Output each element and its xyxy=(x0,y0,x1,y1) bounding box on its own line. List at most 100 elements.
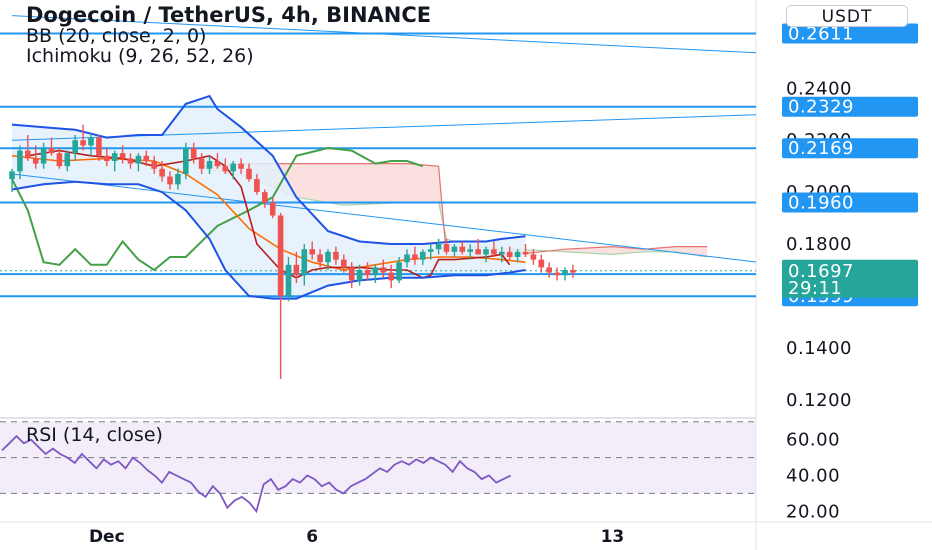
main-plot-area[interactable] xyxy=(0,15,932,380)
ichimoku-chikou-line xyxy=(11,146,424,272)
candle-body[interactable] xyxy=(546,267,552,273)
candle-body[interactable] xyxy=(364,270,371,276)
candle-body[interactable] xyxy=(214,160,221,167)
time-axis[interactable]: Dec 6 13 xyxy=(89,527,624,547)
price-level-badge-label: 0.2611 xyxy=(788,23,854,44)
bar-countdown-label: 29:11 xyxy=(788,278,842,299)
rsi-line xyxy=(1,434,512,514)
candle-body[interactable] xyxy=(420,251,426,260)
candle-body[interactable] xyxy=(17,150,23,172)
candle-body[interactable] xyxy=(254,179,260,193)
candle-body[interactable] xyxy=(348,267,355,281)
rsi-tick-label: 40.00 xyxy=(786,465,840,486)
candle-body[interactable] xyxy=(190,147,197,159)
candle-body[interactable] xyxy=(64,153,71,167)
candle-body[interactable] xyxy=(506,251,513,258)
trendline[interactable] xyxy=(11,106,932,141)
main-price-pane[interactable] xyxy=(0,15,932,380)
candle-body[interactable] xyxy=(554,272,560,276)
candle-body[interactable] xyxy=(380,267,387,273)
candle-body[interactable] xyxy=(104,155,110,161)
last-price-label: 0.1697 xyxy=(788,261,854,282)
candle-body[interactable] xyxy=(341,259,347,268)
candle-body[interactable] xyxy=(262,192,268,203)
candle-body[interactable] xyxy=(72,140,78,154)
trendline[interactable] xyxy=(11,173,932,291)
candle-body[interactable] xyxy=(435,244,442,250)
rsi-plot-area[interactable] xyxy=(0,421,756,514)
candle-body[interactable] xyxy=(80,140,86,146)
rsi-tick-label: 20.00 xyxy=(786,501,840,522)
candle-body[interactable] xyxy=(56,153,63,167)
candle-body[interactable] xyxy=(396,262,402,281)
candle-body[interactable] xyxy=(309,249,315,255)
candle-body[interactable] xyxy=(25,150,31,159)
candle-body[interactable] xyxy=(293,264,300,276)
candle-body[interactable] xyxy=(32,158,39,164)
bb-upper-band xyxy=(11,94,526,245)
candle-body[interactable] xyxy=(538,259,545,268)
candle-body[interactable] xyxy=(206,160,213,169)
candle-body[interactable] xyxy=(40,147,47,164)
price-level-badge xyxy=(782,96,918,117)
candle-body[interactable] xyxy=(372,267,379,276)
candle-body[interactable] xyxy=(412,254,418,260)
candle-body[interactable] xyxy=(198,158,205,169)
candle-body[interactable] xyxy=(301,249,308,276)
candle-body[interactable] xyxy=(333,251,339,260)
candle-body[interactable] xyxy=(96,137,102,156)
price-axis-badges: 0.26110.23290.21690.19600.16840.15990.16… xyxy=(782,23,918,307)
candle-body[interactable] xyxy=(356,270,363,281)
candle-body[interactable] xyxy=(388,272,394,281)
candle-body[interactable] xyxy=(285,264,292,296)
price-level-badge-label: 0.2169 xyxy=(788,138,854,159)
chart-title: Dogecoin / TetherUS, 4h, BINANCE xyxy=(26,3,431,27)
candle-body[interactable] xyxy=(48,147,55,154)
candle-body[interactable] xyxy=(222,166,229,172)
price-level-badge-label: 0.2329 xyxy=(788,97,854,118)
candle-body[interactable] xyxy=(467,249,473,252)
candle-body[interactable] xyxy=(459,246,466,252)
currency-selector[interactable]: USDT xyxy=(786,5,908,27)
candle-body[interactable] xyxy=(491,249,497,255)
candle-body[interactable] xyxy=(119,153,126,159)
ichimoku-legend[interactable]: Ichimoku (9, 26, 52, 26) xyxy=(26,45,254,67)
candle-body[interactable] xyxy=(167,176,173,185)
candle-body[interactable] xyxy=(246,168,252,180)
candle-body[interactable] xyxy=(443,244,450,252)
candle-body[interactable] xyxy=(143,155,150,161)
candle-body[interactable] xyxy=(325,251,331,263)
candle-body[interactable] xyxy=(427,249,434,252)
candle-body[interactable] xyxy=(9,171,15,180)
price-level-badge xyxy=(782,192,918,213)
candle-body[interactable] xyxy=(238,163,244,169)
candle-body[interactable] xyxy=(230,163,236,172)
candle-body[interactable] xyxy=(451,246,458,252)
rsi-pane[interactable] xyxy=(0,421,756,514)
candle-body[interactable] xyxy=(475,249,481,255)
trendline[interactable] xyxy=(11,15,932,65)
candle-body[interactable] xyxy=(111,153,118,161)
candle-body[interactable] xyxy=(88,137,94,146)
price-tick-label: 0.1400 xyxy=(786,338,852,359)
candle-body[interactable] xyxy=(175,173,181,185)
candle-body[interactable] xyxy=(269,202,276,216)
candle-body[interactable] xyxy=(151,160,157,169)
candle-body[interactable] xyxy=(404,254,410,263)
candle-body[interactable] xyxy=(514,251,521,258)
candle-body[interactable] xyxy=(183,147,189,174)
bb-legend[interactable]: BB (20, close, 2, 0) xyxy=(26,25,206,47)
candle-body[interactable] xyxy=(483,249,489,255)
rsi-legend[interactable]: RSI (14, close) xyxy=(26,424,163,446)
candle-body[interactable] xyxy=(499,251,505,255)
candle-body[interactable] xyxy=(317,254,323,263)
candle-body[interactable] xyxy=(127,158,134,164)
candle-body[interactable] xyxy=(159,168,165,177)
candle-body[interactable] xyxy=(522,251,529,255)
candle-body[interactable] xyxy=(570,270,576,273)
candle-body[interactable] xyxy=(135,155,142,164)
candle-body[interactable] xyxy=(277,215,284,296)
candle-body[interactable] xyxy=(562,270,568,276)
candle-body[interactable] xyxy=(530,254,537,260)
